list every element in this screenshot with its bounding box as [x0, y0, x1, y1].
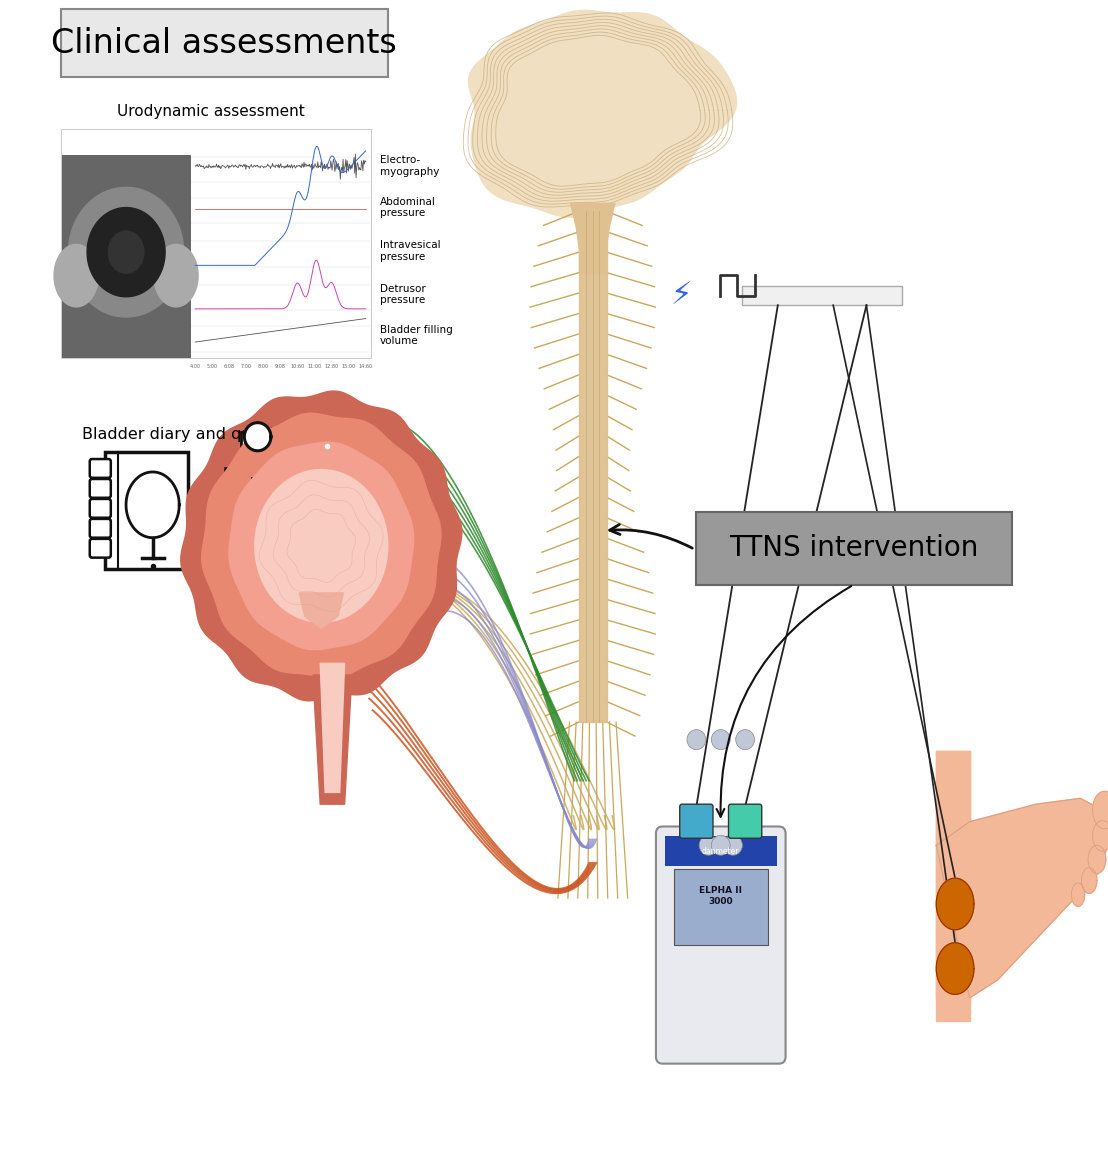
- FancyBboxPatch shape: [61, 129, 371, 358]
- FancyBboxPatch shape: [242, 432, 275, 458]
- Polygon shape: [469, 11, 737, 217]
- Text: Detrusor
pressure: Detrusor pressure: [380, 284, 425, 305]
- Polygon shape: [88, 208, 165, 297]
- FancyBboxPatch shape: [225, 506, 245, 525]
- FancyBboxPatch shape: [696, 512, 1012, 585]
- Polygon shape: [299, 593, 343, 628]
- Polygon shape: [1081, 868, 1097, 893]
- FancyBboxPatch shape: [90, 539, 111, 558]
- Text: 12:80: 12:80: [325, 364, 339, 369]
- Polygon shape: [202, 413, 441, 679]
- Polygon shape: [1092, 791, 1108, 829]
- FancyBboxPatch shape: [90, 479, 111, 498]
- Text: Electro-
myography: Electro- myography: [380, 155, 440, 177]
- Polygon shape: [1088, 845, 1106, 873]
- FancyBboxPatch shape: [62, 155, 189, 357]
- Text: 8:00: 8:00: [258, 364, 269, 369]
- Polygon shape: [936, 878, 974, 930]
- Text: 5:00: 5:00: [207, 364, 218, 369]
- Text: Clinical assessments: Clinical assessments: [51, 27, 398, 60]
- Polygon shape: [936, 751, 970, 1021]
- FancyBboxPatch shape: [729, 804, 762, 838]
- Polygon shape: [1092, 821, 1108, 851]
- Polygon shape: [154, 244, 198, 306]
- Circle shape: [699, 836, 718, 855]
- Text: Bladder filling
volume: Bladder filling volume: [380, 325, 453, 346]
- Polygon shape: [126, 472, 179, 538]
- Polygon shape: [936, 751, 970, 998]
- Polygon shape: [253, 431, 264, 443]
- FancyBboxPatch shape: [90, 499, 111, 518]
- Polygon shape: [579, 211, 607, 722]
- Text: ⚡: ⚡: [670, 282, 691, 310]
- Polygon shape: [320, 663, 345, 792]
- Text: 9:08: 9:08: [275, 364, 286, 369]
- Polygon shape: [69, 188, 184, 317]
- FancyBboxPatch shape: [61, 9, 388, 77]
- FancyBboxPatch shape: [665, 836, 777, 866]
- Polygon shape: [312, 675, 352, 804]
- Text: 4:00: 4:00: [189, 364, 201, 369]
- FancyBboxPatch shape: [674, 869, 768, 945]
- Text: 10:60: 10:60: [290, 364, 305, 369]
- Polygon shape: [1071, 883, 1085, 906]
- Circle shape: [711, 730, 730, 750]
- FancyBboxPatch shape: [90, 519, 111, 538]
- Polygon shape: [54, 244, 99, 306]
- Polygon shape: [181, 391, 462, 701]
- Text: danmeter: danmeter: [702, 846, 739, 856]
- Polygon shape: [936, 798, 1108, 998]
- Polygon shape: [571, 203, 615, 274]
- FancyBboxPatch shape: [90, 459, 111, 478]
- Polygon shape: [229, 443, 413, 649]
- Text: Intravesical
pressure: Intravesical pressure: [380, 241, 441, 262]
- Text: 7:00: 7:00: [240, 364, 252, 369]
- Polygon shape: [245, 423, 271, 451]
- Text: ELPHA II
3000: ELPHA II 3000: [699, 886, 742, 905]
- Circle shape: [687, 730, 706, 750]
- Circle shape: [724, 836, 742, 855]
- Text: TTNS intervention: TTNS intervention: [729, 534, 978, 562]
- Polygon shape: [319, 552, 335, 575]
- FancyBboxPatch shape: [216, 452, 299, 569]
- FancyBboxPatch shape: [679, 804, 714, 838]
- FancyBboxPatch shape: [656, 826, 786, 1064]
- Text: 14:60: 14:60: [359, 364, 372, 369]
- Text: Abdominal
pressure: Abdominal pressure: [380, 196, 435, 218]
- FancyBboxPatch shape: [105, 452, 188, 569]
- Polygon shape: [936, 943, 974, 994]
- Text: 15:00: 15:00: [341, 364, 356, 369]
- Circle shape: [711, 836, 730, 855]
- FancyBboxPatch shape: [225, 468, 245, 487]
- Text: 6:08: 6:08: [224, 364, 235, 369]
- Circle shape: [736, 730, 755, 750]
- Polygon shape: [318, 440, 336, 452]
- Text: Urodynamic assessment: Urodynamic assessment: [116, 104, 305, 119]
- Polygon shape: [109, 231, 144, 274]
- Text: 11:00: 11:00: [307, 364, 321, 369]
- Text: Bladder diary and questionnaires: Bladder diary and questionnaires: [82, 427, 350, 441]
- Polygon shape: [255, 470, 388, 622]
- FancyBboxPatch shape: [742, 286, 902, 305]
